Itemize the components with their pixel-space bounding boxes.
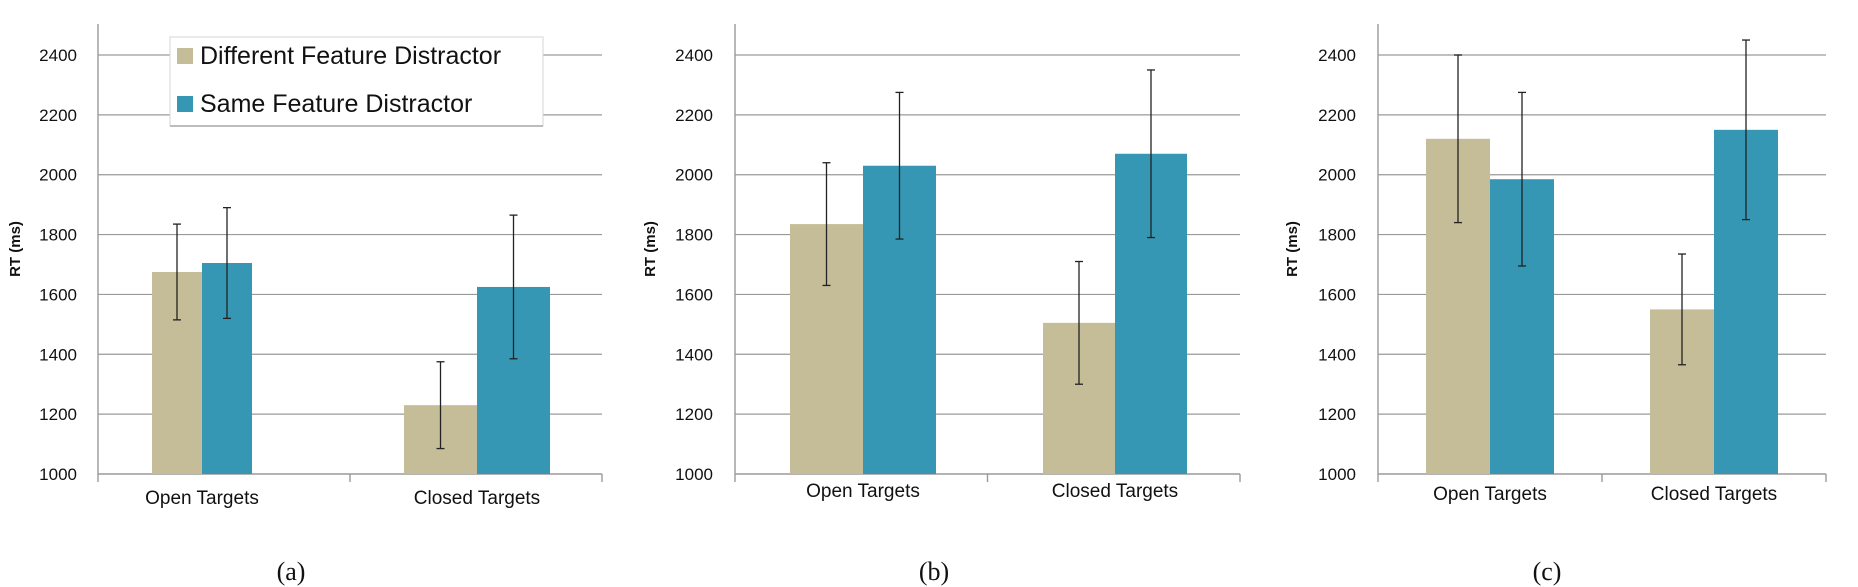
chart-panel-c: 1000 1200 1400 1600 1800 2000 2200 2400 RT (ms) O… <box>1284 24 1827 586</box>
x-tick-label: Closed Targets <box>414 488 540 509</box>
y-axis-label: RT (ms) <box>1284 221 1301 277</box>
legend-swatch <box>177 96 193 112</box>
y-tick-label: 2200 <box>675 106 713 125</box>
x-tick-label: Open Targets <box>145 488 259 509</box>
y-tick-label: 1200 <box>1318 405 1356 424</box>
panel-label: (c) <box>1533 557 1562 586</box>
y-tick-label: 1600 <box>39 285 77 304</box>
y-tick-label: 1000 <box>39 465 77 484</box>
y-tick-label: 2000 <box>675 166 713 185</box>
y-tick-label: 1800 <box>675 226 713 245</box>
y-tick-label: 2400 <box>1318 46 1356 65</box>
legend-swatch <box>177 48 193 64</box>
y-tick-label: 1400 <box>675 345 713 364</box>
legend-label: Same Feature Distractor <box>200 90 472 118</box>
x-tick-label: Open Targets <box>806 481 920 502</box>
y-tick-label: 2200 <box>1318 106 1356 125</box>
panel-label: (b) <box>919 557 949 586</box>
y-tick-label: 1000 <box>1318 465 1356 484</box>
y-tick-label: 1200 <box>675 405 713 424</box>
chart-panel-a: 1000 1200 1400 1600 1800 2000 2200 2400 RT (ms) O… <box>7 24 603 586</box>
y-tick-label: 2400 <box>675 46 713 65</box>
y-tick-label: 1400 <box>39 345 77 364</box>
y-tick-label: 2200 <box>39 106 77 125</box>
y-tick-label: 1600 <box>675 285 713 304</box>
chart-panel-b: 1000 1200 1400 1600 1800 2000 2200 2400 RT (ms) O… <box>642 24 1241 586</box>
panel-label: (a) <box>277 557 306 586</box>
y-tick-label: 1800 <box>39 226 77 245</box>
y-axis-label: RT (ms) <box>7 221 24 277</box>
y-tick-label: 2400 <box>39 46 77 65</box>
y-tick-label: 2000 <box>39 166 77 185</box>
y-tick-label: 2000 <box>1318 166 1356 185</box>
x-tick-label: Closed Targets <box>1651 484 1777 505</box>
x-tick-label: Closed Targets <box>1052 481 1178 502</box>
y-tick-label: 1400 <box>1318 345 1356 364</box>
x-tick-label: Open Targets <box>1433 484 1547 505</box>
y-tick-label: 1000 <box>675 465 713 484</box>
y-tick-label: 1600 <box>1318 285 1356 304</box>
legend-label: Different Feature Distractor <box>200 42 501 70</box>
legend-box <box>169 36 544 127</box>
y-tick-label: 1800 <box>1318 226 1356 245</box>
legend: Different Feature Distractor Same Feature… <box>169 36 544 127</box>
y-axis-label: RT (ms) <box>642 221 659 277</box>
y-tick-label: 1200 <box>39 405 77 424</box>
